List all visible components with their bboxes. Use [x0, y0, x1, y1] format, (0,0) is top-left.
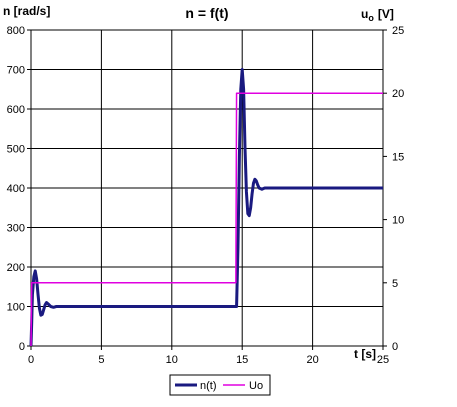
- left-axis-ticks: 0 100 200 300 400 500 600 700 800: [7, 25, 31, 353]
- left-tick-label: 600: [7, 104, 25, 116]
- x-tick-label: 25: [377, 354, 389, 366]
- x-tick-label: 15: [236, 354, 248, 366]
- x-axis-label: t [s]: [354, 347, 376, 361]
- x-axis-ticks: 0 5 10 15 20 25: [28, 346, 389, 366]
- chart-title: n = f(t): [185, 5, 228, 21]
- right-tick-label: 5: [392, 278, 398, 290]
- right-tick-label: 10: [392, 215, 404, 227]
- legend: n(t) Uo: [169, 374, 271, 396]
- left-axis-label: n [rad/s]: [3, 4, 50, 18]
- left-tick-label: 700: [7, 65, 25, 77]
- x-tick-label: 5: [98, 354, 104, 366]
- right-tick-label: 25: [392, 25, 404, 37]
- legend-box: [169, 374, 271, 396]
- left-tick-label: 0: [19, 341, 25, 353]
- right-tick-label: 0: [392, 341, 398, 353]
- right-axis-label-unit: [V]: [378, 7, 394, 21]
- right-tick-label: 15: [392, 151, 404, 163]
- left-tick-label: 100: [7, 302, 25, 314]
- right-axis-ticks: 0 5 10 15 20 25: [383, 25, 404, 353]
- legend-label-n: n(t): [200, 380, 217, 392]
- series-layer: [29, 68, 383, 347]
- left-tick-label: 300: [7, 223, 25, 235]
- right-axis-label-sub: o: [368, 13, 374, 23]
- right-axis-label: uo [V]: [361, 7, 394, 23]
- left-tick-label: 500: [7, 144, 25, 156]
- series-line-n: [29, 68, 383, 347]
- x-tick-label: 0: [28, 354, 34, 366]
- left-tick-label: 800: [7, 25, 25, 37]
- right-axis-label-main: u: [361, 7, 368, 21]
- right-tick-label: 20: [392, 88, 404, 100]
- series-line-uo: [30, 92, 383, 347]
- x-tick-label: 10: [166, 354, 178, 366]
- left-tick-label: 200: [7, 262, 25, 274]
- legend-label-uo: Uo: [249, 380, 263, 392]
- x-tick-label: 20: [306, 354, 318, 366]
- left-tick-label: 400: [7, 183, 25, 195]
